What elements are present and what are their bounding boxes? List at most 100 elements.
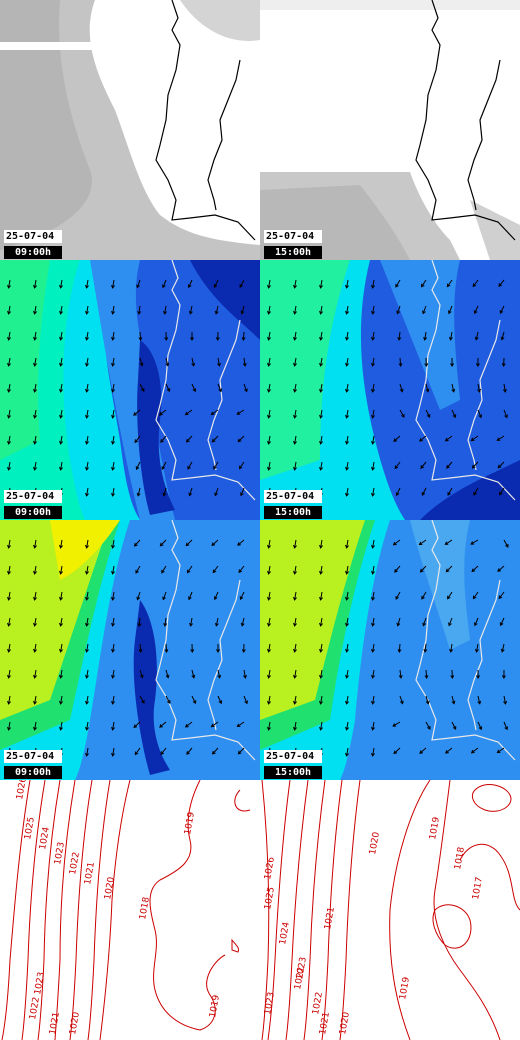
wind-arrow-head	[293, 544, 297, 549]
wind-arrow	[320, 721, 323, 730]
wind-arrow-head	[393, 750, 398, 755]
wind-arrow-head	[187, 284, 192, 289]
wind-arrow	[399, 357, 402, 367]
wind-arrow-head	[33, 336, 37, 341]
wind-arrow-head	[449, 648, 454, 653]
wind-arrow-head	[85, 310, 89, 315]
wind-arrow-head	[345, 466, 349, 471]
wind-arrow	[320, 435, 323, 444]
wind-arrow	[60, 721, 63, 730]
wind-arrow-head	[192, 700, 197, 705]
wind-arrow	[268, 331, 271, 340]
wind-arrow	[241, 617, 245, 626]
wind-arrow	[191, 383, 196, 392]
wind-arrow	[419, 435, 427, 442]
wind-arrow	[8, 383, 11, 392]
wind-arrow	[447, 591, 453, 599]
wind-arrow-head	[7, 336, 11, 341]
wind-arrow-head	[451, 388, 456, 393]
wind-arrow	[8, 721, 11, 730]
wind-arrow-head	[267, 622, 271, 627]
wind-arrow-head	[217, 362, 221, 367]
wind-arrow	[34, 279, 37, 288]
wind-arrow-head	[85, 700, 89, 705]
wind-arrow-head	[371, 466, 375, 471]
wind-arrow	[320, 591, 323, 600]
wind-arrow-head	[448, 622, 452, 627]
wind-arrow	[8, 565, 11, 574]
wind-arrow-head	[85, 752, 89, 757]
wind-arrow	[60, 383, 63, 392]
wind-arrow-head	[111, 284, 115, 289]
wind-arrow-head	[448, 336, 453, 341]
wind-arrow	[217, 669, 221, 678]
wind-arrow	[425, 383, 429, 392]
wind-arrow	[346, 461, 349, 470]
wind-arrow	[34, 669, 37, 678]
wind-arrow	[242, 331, 245, 341]
wind-arrow-head	[478, 726, 483, 731]
wind-arrow-head	[319, 648, 323, 653]
wind-arrow-head	[111, 570, 115, 575]
wind-arrow	[112, 695, 115, 704]
wind-arrow	[8, 617, 11, 626]
wind-arrow-head	[85, 648, 89, 653]
wind-arrow	[8, 461, 11, 470]
wind-arrow-head	[371, 752, 375, 757]
wind-arrow-head	[267, 466, 271, 471]
wind-arrow	[447, 487, 453, 496]
wind-arrow-head	[133, 724, 138, 729]
wind-arrow	[191, 695, 196, 704]
wind-arrow	[346, 747, 349, 756]
wind-arrow-head	[215, 337, 220, 341]
wind-arrow-head	[7, 674, 11, 679]
wind-arrow-head	[162, 596, 166, 601]
wind-arrow-head	[500, 336, 505, 341]
date-label: 25-07-04	[4, 750, 62, 763]
wind-arrow-head	[504, 726, 508, 731]
wind-arrow	[294, 591, 297, 600]
wind-arrow	[470, 539, 479, 545]
wind-arrow-head	[424, 675, 429, 679]
wind-arrow-head	[345, 700, 349, 705]
wind-arrow	[294, 617, 297, 626]
isobar-label: 1023	[295, 956, 309, 980]
isobar-label: 1019	[183, 811, 197, 836]
wind-arrow-head	[371, 700, 375, 705]
wind-arrow	[294, 565, 297, 574]
wind-arrow	[477, 409, 482, 418]
wind-arrow-head	[7, 414, 11, 419]
wind-arrow-head	[267, 310, 271, 315]
wind-arrow-head	[395, 283, 399, 288]
wind-arrow-head	[111, 466, 115, 471]
wind-arrow	[8, 695, 11, 704]
wind-arrow-head	[397, 649, 402, 653]
wind-arrow	[320, 669, 323, 678]
wind-arrow-head	[267, 388, 271, 393]
wind-arrow-head	[33, 414, 37, 419]
timestamp: 25-07-04 09:00h	[4, 750, 62, 779]
wind-arrow-head	[427, 725, 431, 730]
wind-arrow	[372, 357, 375, 366]
wind-arrow-head	[397, 336, 402, 341]
wind-arrow-head	[447, 491, 451, 496]
wind-arrow	[346, 435, 349, 444]
wind-arrow	[294, 383, 297, 392]
wind-arrow	[160, 539, 167, 547]
wind-arrow-head	[319, 570, 323, 575]
wind-arrow	[60, 565, 63, 574]
wind-arrow	[8, 279, 11, 288]
wind-arrow	[135, 565, 141, 574]
wind-arrow	[320, 409, 323, 418]
wind-arrow-head	[419, 438, 423, 442]
wind-arrow-head	[345, 596, 349, 601]
wind-arrow	[8, 331, 11, 340]
wind-arrow	[446, 279, 453, 287]
wind-arrow	[399, 409, 405, 418]
wind-arrow	[396, 487, 401, 496]
wind-arrow-head	[293, 336, 297, 341]
wind-arrow-head	[7, 362, 11, 367]
wind-arrow	[346, 279, 349, 288]
isobar-label: 1020	[368, 831, 382, 856]
wind-arrow-head	[214, 492, 218, 497]
